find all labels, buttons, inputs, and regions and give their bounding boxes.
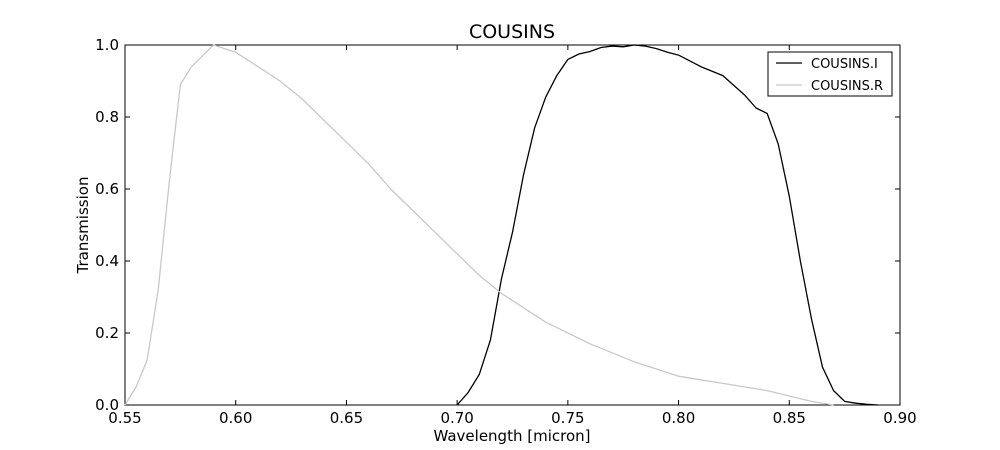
x-tick-label: 0.55	[108, 409, 141, 427]
y-tick-label: 0.4	[95, 252, 119, 270]
x-tick-label: 0.85	[773, 409, 806, 427]
x-axis-title: Wavelength [micron]	[433, 427, 590, 445]
plot-area	[124, 44, 901, 406]
y-tick-label: 0.0	[95, 396, 119, 414]
y-tick-label: 0.6	[95, 180, 119, 198]
legend: COUSINS.I COUSINS.R	[767, 51, 893, 97]
legend-frame	[767, 51, 893, 97]
plot-frame	[124, 44, 901, 406]
chart-title: COUSINS	[469, 21, 555, 43]
x-tick-label: 0.90	[883, 409, 916, 427]
series-line-cousins-i	[456, 44, 878, 406]
x-axis: 0.55 0.60 0.65 0.70 0.75 0.80 0.85 0.90	[108, 45, 917, 427]
y-axis: 0.0 0.2 0.4 0.6 0.8 1.0	[95, 36, 900, 414]
x-tick-label: 0.70	[440, 409, 473, 427]
x-tick-label: 0.65	[330, 409, 363, 427]
y-tick-label: 0.8	[95, 108, 119, 126]
y-axis-title: Transmission	[74, 177, 92, 275]
x-tick-label: 0.75	[551, 409, 584, 427]
x-tick-label: 0.60	[219, 409, 252, 427]
x-tick-label: 0.80	[662, 409, 695, 427]
legend-label-cousins-r: COUSINS.R	[811, 79, 883, 94]
series-line-cousins-r	[124, 44, 834, 406]
series-layer	[124, 44, 878, 406]
legend-label-cousins-i: COUSINS.I	[811, 57, 878, 72]
y-tick-label: 0.2	[95, 324, 119, 342]
y-tick-label: 1.0	[95, 36, 119, 54]
